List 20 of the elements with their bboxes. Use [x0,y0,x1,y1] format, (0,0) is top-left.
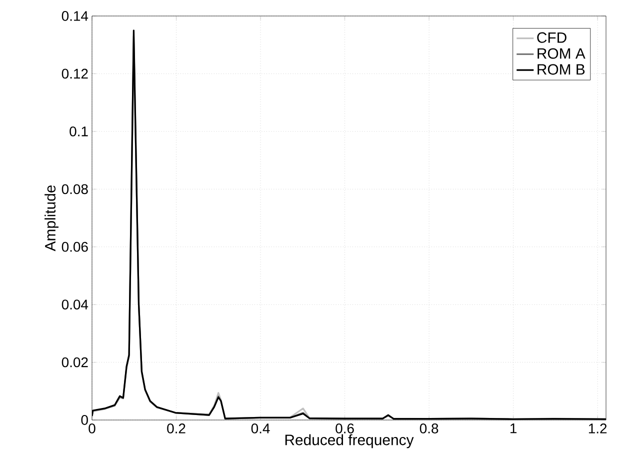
x-tick-label: 1.2 [588,424,607,434]
y-tick-label: 0.06 [62,242,88,252]
legend-label: CFD [537,32,566,43]
y-tick-label: 0.02 [62,357,88,368]
y-tick-label: 0 [81,415,88,425]
y-tick-label: 0.08 [62,184,88,194]
y-tick-label: 0.1 [70,126,88,136]
x-tick-label: 0.4 [251,424,270,434]
x-tick-label: 0.6 [336,424,354,434]
legend-label: ROM A [538,48,586,59]
y-tick-label: 0.14 [62,11,88,21]
x-tick-label: 0 [88,424,96,434]
y-axis-title: Amplitude [44,185,58,252]
x-axis-title: Reduced frequency [285,434,414,448]
y-tick-label: 0.12 [62,68,88,79]
y-tick-label: 0.04 [62,300,88,310]
x-tick-label: 0.8 [420,424,438,434]
x-tick-label: 0.2 [167,424,186,434]
legend-label: ROM B [538,64,585,75]
x-tick-label: 1 [510,424,517,434]
